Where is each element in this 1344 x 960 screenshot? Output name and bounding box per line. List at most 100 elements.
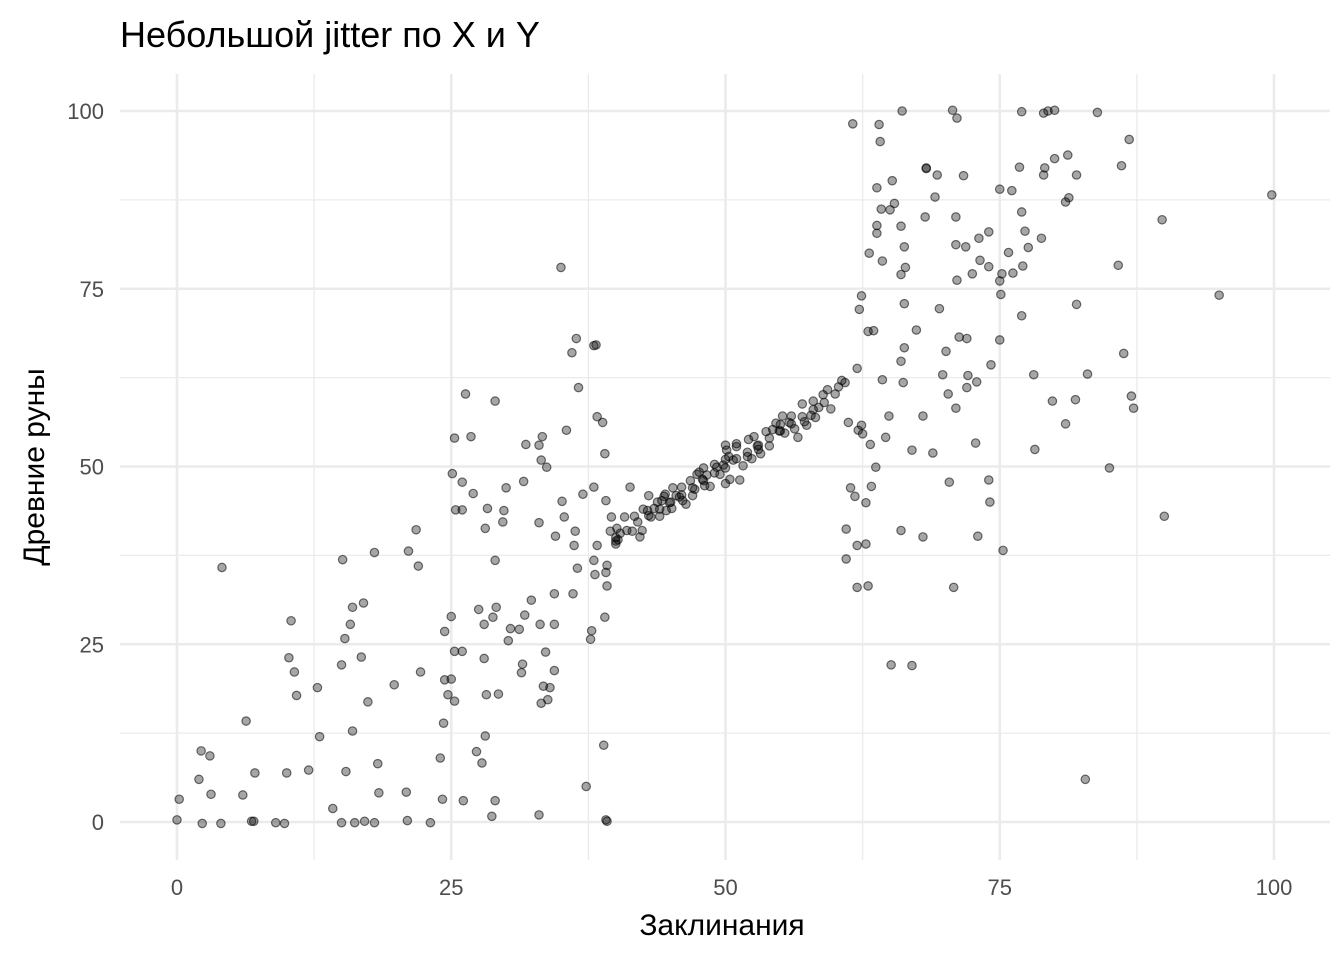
scatter-point <box>899 242 910 252</box>
scatter-point <box>852 582 862 593</box>
scatter-point <box>466 431 476 442</box>
scatter-point <box>918 411 928 421</box>
scatter-point <box>480 731 491 741</box>
scatter-point <box>996 289 1006 300</box>
scatter-point <box>1062 150 1073 160</box>
scatter-point <box>960 242 971 252</box>
scatter-point <box>549 665 560 676</box>
scatter-point <box>963 370 973 381</box>
scatter-point <box>369 817 380 828</box>
scatter-point <box>516 667 527 678</box>
scatter-point <box>347 726 358 736</box>
scatter-point <box>340 633 350 644</box>
scatter-point <box>887 175 898 186</box>
scatter-point <box>597 417 608 428</box>
scatter-point <box>549 588 560 599</box>
scatter-point <box>291 690 302 701</box>
scatter-point <box>415 667 426 677</box>
scatter-point <box>589 482 599 492</box>
scatter-point <box>808 396 819 406</box>
scatter-point <box>578 489 588 500</box>
scatter-point <box>534 810 544 820</box>
scatter-point <box>570 526 581 537</box>
x-tick-label: 0 <box>171 875 183 900</box>
scatter-point <box>503 635 514 646</box>
scatter-point <box>279 818 290 829</box>
scatter-point <box>1126 391 1137 401</box>
x-tick-label: 50 <box>713 875 737 900</box>
scatter-point <box>1028 369 1039 380</box>
scatter-point <box>359 816 370 827</box>
scatter-point <box>747 453 757 464</box>
scatter-point <box>749 431 759 442</box>
scatter-point <box>872 228 882 239</box>
x-axis-title: Заклинания <box>639 909 804 942</box>
scatter-point <box>841 554 851 564</box>
scatter-point <box>857 428 868 439</box>
scatter-point <box>850 491 860 502</box>
scatter-point <box>967 269 978 279</box>
scatter-point <box>411 524 421 535</box>
y-tick-label: 25 <box>80 632 104 657</box>
scatter-point <box>1080 774 1091 785</box>
scatter-point <box>810 412 821 423</box>
scatter-point <box>734 475 745 485</box>
scatter-point <box>954 332 964 342</box>
scatter-point <box>841 524 851 534</box>
scatter-point <box>446 674 457 684</box>
scatter-point <box>519 610 530 620</box>
scatter-point <box>899 298 910 309</box>
scatter-point <box>660 489 670 500</box>
scatter-point <box>661 505 672 516</box>
scatter-point <box>907 660 917 671</box>
scatter-point <box>731 453 742 464</box>
scatter-point <box>336 660 347 670</box>
scatter-point <box>402 815 413 826</box>
scatter-point <box>994 184 1005 195</box>
scatter-point <box>715 469 725 480</box>
scatter-point <box>443 689 453 700</box>
scatter-point <box>248 816 259 827</box>
scatter-point <box>439 626 450 637</box>
grid-layer <box>120 74 1330 860</box>
scatter-point <box>568 588 578 599</box>
scatter-point <box>852 540 862 551</box>
scatter-point <box>1118 348 1129 359</box>
scatter-point <box>876 204 887 214</box>
scatter-point <box>1071 299 1082 310</box>
scatter-point <box>971 377 982 387</box>
scatter-point <box>983 475 994 485</box>
scatter-point <box>720 463 731 473</box>
scatter-point <box>327 803 338 814</box>
scatter-point <box>349 817 360 828</box>
scatter-point <box>654 511 665 522</box>
scatter-point <box>347 602 358 613</box>
scatter-point <box>777 411 788 421</box>
scatter-point <box>898 377 909 388</box>
scatter-point <box>896 525 906 536</box>
scatter-point <box>885 205 895 215</box>
scatter-point <box>541 462 552 473</box>
scatter-point <box>573 382 584 393</box>
scatter-point <box>896 269 906 280</box>
scatter-point <box>1116 160 1127 171</box>
scatter-point <box>1157 214 1167 225</box>
scatter-point <box>668 483 678 493</box>
scatter-point <box>450 505 461 515</box>
scatter-point <box>896 356 906 367</box>
scatter-point <box>764 433 775 443</box>
scatter-point <box>172 815 182 825</box>
scatter-point <box>845 483 856 493</box>
scatter-point <box>743 434 754 445</box>
x-tick-label: 25 <box>439 875 463 900</box>
scatter-point <box>786 411 797 421</box>
scatter-point <box>897 106 907 116</box>
scatter-point <box>764 441 775 451</box>
y-tick-label: 100 <box>67 99 104 124</box>
scatter-point <box>928 448 938 458</box>
scatter-point <box>951 212 961 222</box>
scatter-point <box>646 512 656 522</box>
scatter-point <box>517 659 528 669</box>
scatter-point <box>589 555 599 566</box>
